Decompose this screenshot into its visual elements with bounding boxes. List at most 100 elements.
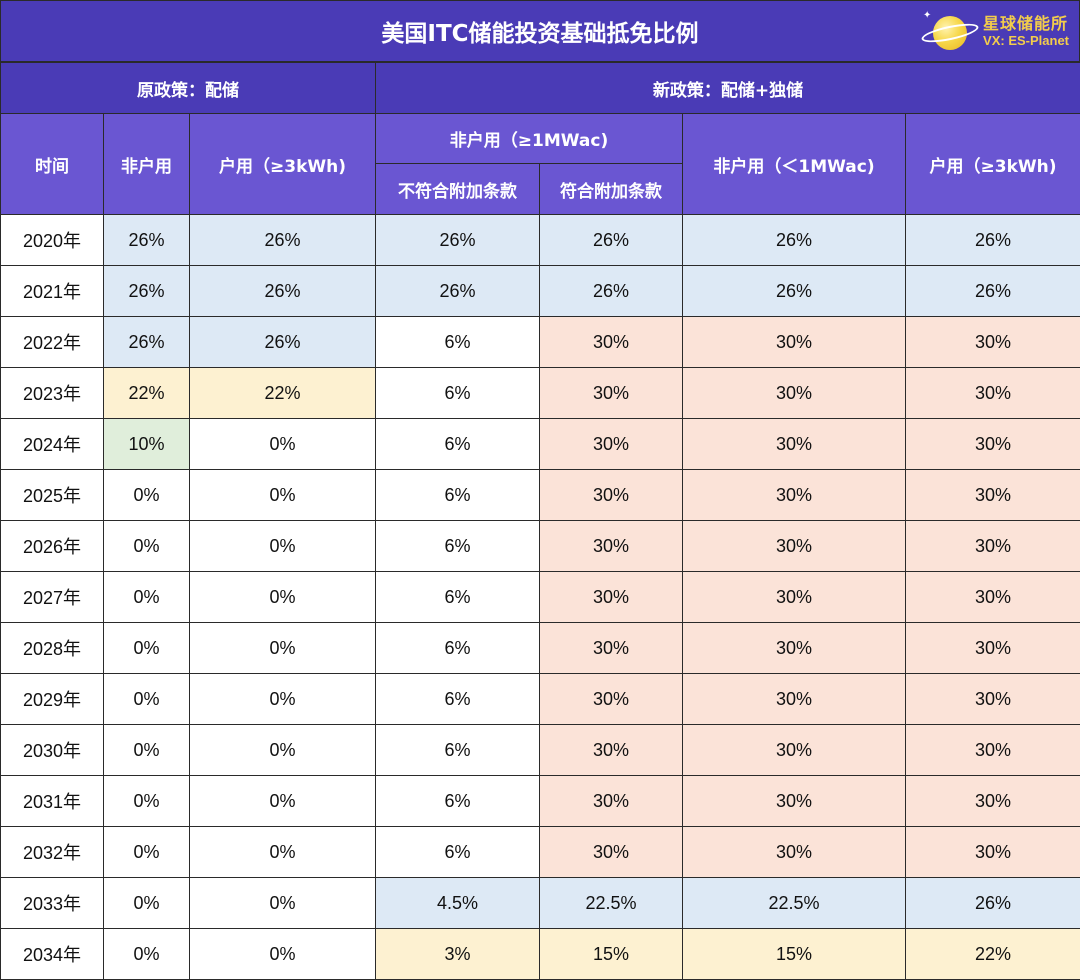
rate-cell: 30% xyxy=(683,776,906,827)
rate-cell: 30% xyxy=(540,317,683,368)
rate-cell: 0% xyxy=(190,827,376,878)
rate-cell: 26% xyxy=(104,215,190,266)
rate-cell: 0% xyxy=(190,470,376,521)
rate-cell: 30% xyxy=(683,419,906,470)
year-cell: 2033年 xyxy=(1,878,104,929)
rate-cell: 30% xyxy=(906,368,1080,419)
rate-cell: 6% xyxy=(376,623,540,674)
rate-cell: 22% xyxy=(104,368,190,419)
rate-cell: 30% xyxy=(906,470,1080,521)
year-cell: 2029年 xyxy=(1,674,104,725)
rate-cell: 0% xyxy=(190,623,376,674)
brand-name: 星球储能所 xyxy=(983,15,1069,33)
rate-cell: 0% xyxy=(104,929,190,980)
rate-cell: 30% xyxy=(683,470,906,521)
year-cell: 2024年 xyxy=(1,419,104,470)
year-cell: 2034年 xyxy=(1,929,104,980)
rate-cell: 30% xyxy=(540,674,683,725)
year-cell: 2026年 xyxy=(1,521,104,572)
rate-cell: 0% xyxy=(104,674,190,725)
col-noncompliant: 不符合附加条款 xyxy=(376,164,540,215)
rate-cell: 0% xyxy=(104,776,190,827)
rate-cell: 0% xyxy=(190,929,376,980)
brand-logo: ✦ 星球储能所 VX: ES-Planet xyxy=(921,7,1069,57)
year-cell: 2020年 xyxy=(1,215,104,266)
rate-cell: 30% xyxy=(906,725,1080,776)
page-title: 美国ITC储能投资基础抵免比例 xyxy=(381,14,698,48)
year-cell: 2022年 xyxy=(1,317,104,368)
rate-cell: 30% xyxy=(683,725,906,776)
col-time: 时间 xyxy=(1,114,104,215)
rate-cell: 26% xyxy=(906,266,1080,317)
year-cell: 2030年 xyxy=(1,725,104,776)
rate-cell: 26% xyxy=(540,266,683,317)
rate-cell: 0% xyxy=(104,470,190,521)
rate-cell: 6% xyxy=(376,317,540,368)
rate-cell: 30% xyxy=(906,419,1080,470)
col-new-res: 户用（≥3kWh) xyxy=(906,114,1080,215)
rate-cell: 26% xyxy=(683,215,906,266)
rate-cell: 30% xyxy=(906,674,1080,725)
rate-cell: 0% xyxy=(190,776,376,827)
rate-cell: 0% xyxy=(104,725,190,776)
rate-cell: 30% xyxy=(540,725,683,776)
rate-cell: 0% xyxy=(104,572,190,623)
rate-cell: 22% xyxy=(190,368,376,419)
rate-cell: 30% xyxy=(906,521,1080,572)
rate-cell: 30% xyxy=(906,317,1080,368)
col-compliant: 符合附加条款 xyxy=(540,164,683,215)
rate-cell: 26% xyxy=(540,215,683,266)
rate-cell: 6% xyxy=(376,776,540,827)
rate-cell: 26% xyxy=(683,266,906,317)
rate-cell: 26% xyxy=(104,266,190,317)
rate-cell: 30% xyxy=(683,572,906,623)
rate-cell: 22% xyxy=(906,929,1080,980)
rate-cell: 15% xyxy=(540,929,683,980)
rate-cell: 6% xyxy=(376,419,540,470)
rate-cell: 26% xyxy=(376,215,540,266)
col-new-nonres-large: 非户用（≥1MWac) xyxy=(376,114,683,164)
rate-cell: 30% xyxy=(540,521,683,572)
rate-cell: 30% xyxy=(540,827,683,878)
rate-cell: 6% xyxy=(376,470,540,521)
rate-cell: 30% xyxy=(540,623,683,674)
rate-cell: 26% xyxy=(104,317,190,368)
year-cell: 2027年 xyxy=(1,572,104,623)
rate-cell: 6% xyxy=(376,572,540,623)
rate-cell: 0% xyxy=(190,419,376,470)
rate-cell: 0% xyxy=(104,827,190,878)
rate-cell: 30% xyxy=(683,623,906,674)
col-old-nonres: 非户用 xyxy=(104,114,190,215)
rate-cell: 30% xyxy=(540,368,683,419)
rate-cell: 3% xyxy=(376,929,540,980)
old-policy-header: 原政策：配储 xyxy=(1,63,376,114)
rate-cell: 30% xyxy=(540,572,683,623)
planet-icon: ✦ xyxy=(921,10,979,54)
brand-wechat-id: VX: ES-Planet xyxy=(983,34,1069,49)
rate-cell: 22.5% xyxy=(540,878,683,929)
rate-cell: 6% xyxy=(376,674,540,725)
title-bar: 美国ITC储能投资基础抵免比例 ✦ 星球储能所 VX: ES-Planet xyxy=(0,0,1080,62)
rate-cell: 30% xyxy=(683,674,906,725)
year-cell: 2021年 xyxy=(1,266,104,317)
rate-cell: 30% xyxy=(683,521,906,572)
new-policy-header: 新政策：配储+独储 xyxy=(376,63,1080,114)
year-cell: 2023年 xyxy=(1,368,104,419)
rate-cell: 26% xyxy=(906,878,1080,929)
col-old-res: 户用（≥3kWh) xyxy=(190,114,376,215)
rate-cell: 26% xyxy=(376,266,540,317)
rate-cell: 10% xyxy=(104,419,190,470)
rate-cell: 0% xyxy=(104,521,190,572)
rate-cell: 30% xyxy=(906,623,1080,674)
rate-cell: 6% xyxy=(376,725,540,776)
